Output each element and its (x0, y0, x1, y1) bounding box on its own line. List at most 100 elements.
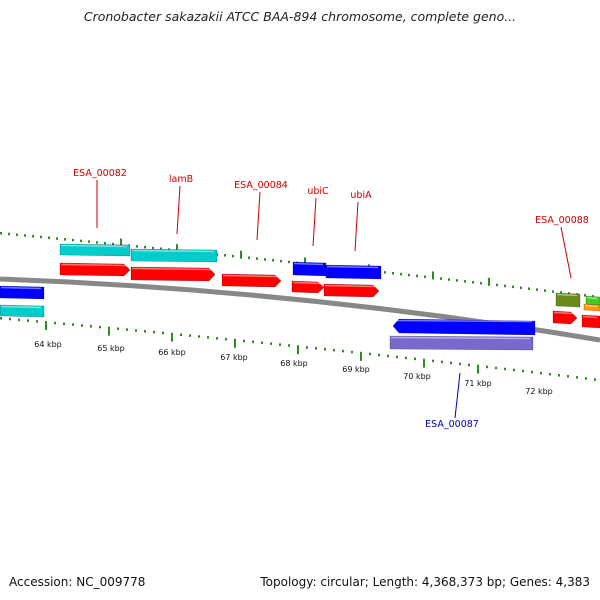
gc-skew-mark (495, 366, 497, 370)
gene-feature[interactable] (555, 292, 581, 308)
feature-highlight (326, 265, 379, 269)
gc-skew-mark (160, 247, 162, 251)
gene-feature[interactable] (392, 318, 536, 336)
gene-feature[interactable] (59, 243, 131, 257)
position-tick-label: 72 kbp (525, 387, 553, 396)
gene-feature[interactable] (59, 262, 131, 277)
gc-skew-mark (252, 340, 254, 344)
gc-skew-mark (232, 254, 234, 258)
gene-feature[interactable] (581, 314, 600, 329)
gene-label[interactable]: ESA_00088 (535, 215, 589, 226)
feature-highlight (0, 305, 42, 309)
gc-skew-mark (261, 341, 263, 345)
gc-skew-inner-track (0, 317, 596, 381)
callout-line (560, 226, 572, 279)
gene-label[interactable]: ESA_00087 (425, 419, 479, 430)
gene-feature[interactable] (325, 264, 382, 280)
gene-label[interactable]: lamB (169, 174, 193, 185)
feature-track (0, 243, 600, 351)
gc-skew-mark (176, 244, 178, 253)
gc-skew-mark (272, 259, 274, 262)
feature-highlight (582, 315, 598, 319)
gc-skew-mark (405, 356, 407, 360)
gc-skew-mark (496, 283, 498, 287)
gc-skew-mark (558, 374, 560, 377)
gc-skew-mark (108, 326, 110, 336)
gc-skew-mark (384, 271, 386, 274)
gc-skew-mark (135, 329, 137, 332)
gene-feature[interactable] (323, 283, 380, 298)
callout-line (354, 201, 359, 252)
gc-skew-mark (264, 258, 266, 261)
gene-feature[interactable] (221, 273, 282, 288)
gc-skew-mark (297, 345, 299, 355)
callout-line (454, 372, 461, 419)
position-tick-label: 65 kbp (97, 344, 125, 353)
feature-highlight (586, 296, 598, 300)
feature-highlight (390, 336, 531, 340)
feature-highlight (60, 244, 128, 248)
gc-skew-mark (112, 242, 114, 246)
gene-feature[interactable] (583, 303, 600, 312)
gene-feature[interactable] (552, 310, 578, 325)
callout-line (256, 191, 261, 241)
feature-highlight (553, 311, 575, 315)
gc-skew-mark (288, 260, 290, 264)
gc-skew-mark (36, 320, 38, 323)
gc-skew-mark (440, 277, 442, 280)
callout-line (312, 197, 317, 247)
gene-feature[interactable] (291, 280, 325, 294)
gc-skew-mark (488, 277, 490, 286)
position-tick-label: 66 kbp (158, 348, 186, 357)
gc-skew-mark (64, 238, 66, 241)
gc-skew-mark (136, 245, 138, 248)
feature-highlight (324, 284, 377, 288)
gc-skew-mark (72, 323, 74, 326)
gc-skew-mark (568, 292, 570, 295)
gene-label-callouts: ESA_00082 lamB ESA_00084 ubiC ubiA ESA_00088 E… (73, 168, 589, 430)
gc-skew-mark (315, 347, 317, 350)
position-tick-label: 70 kbp (403, 372, 431, 381)
gc-skew-mark (54, 321, 56, 325)
gc-skew-mark (450, 361, 452, 365)
gc-skew-mark (408, 273, 410, 277)
gc-skew-mark (126, 328, 128, 331)
gene-feature[interactable] (130, 266, 216, 282)
gc-skew-mark (18, 318, 20, 322)
gene-feature[interactable] (0, 304, 45, 318)
gc-skew-mark (8, 232, 10, 236)
gene-label[interactable]: ubiA (350, 190, 372, 201)
gc-skew-mark (234, 338, 236, 348)
position-tick-label: 67 kbp (220, 353, 248, 362)
feature-highlight (293, 262, 324, 266)
gc-skew-mark (416, 274, 418, 278)
gc-skew-mark (225, 337, 227, 341)
gene-feature[interactable] (585, 295, 600, 306)
gene-label[interactable]: ESA_00082 (73, 168, 127, 179)
gene-feature[interactable] (389, 335, 534, 351)
gc-skew-mark (387, 354, 389, 358)
gc-skew-mark (400, 272, 402, 276)
gc-skew-mark (153, 330, 155, 334)
gc-skew-mark (414, 357, 416, 361)
gene-label[interactable]: ESA_00084 (234, 180, 288, 191)
gc-skew-mark (216, 337, 218, 340)
position-tick-label: 69 kbp (342, 365, 370, 374)
feature-highlight (131, 249, 215, 253)
feature-highlight (292, 281, 322, 285)
gc-skew-mark (40, 235, 42, 239)
gc-skew-mark (90, 325, 92, 328)
gc-skew-mark (392, 272, 394, 275)
gc-skew-mark (16, 233, 18, 236)
gc-skew-mark (456, 279, 458, 282)
gc-skew-mark (104, 241, 106, 245)
gc-skew-mark (256, 257, 258, 260)
gene-feature[interactable] (130, 248, 218, 263)
gene-label[interactable]: ubiC (307, 186, 329, 197)
gc-skew-mark (279, 343, 281, 346)
position-scale: 64 kbp 65 kbp 66 kbp 67 kbp 68 kbp 69 kbp 70 k… (34, 340, 553, 396)
gene-feature[interactable] (0, 285, 45, 300)
gc-skew-mark (243, 339, 245, 343)
gc-skew-mark (504, 367, 506, 371)
